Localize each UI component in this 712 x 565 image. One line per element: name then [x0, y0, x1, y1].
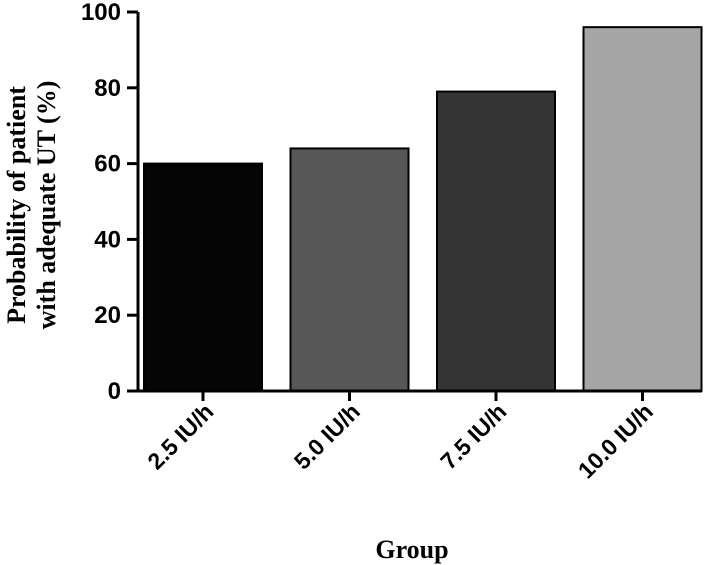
y-tick-label: 100	[81, 0, 121, 26]
y-axis-title-line-2: with adequate UT (%)	[32, 81, 61, 330]
y-axis-title-line-1: Probability of patient	[2, 86, 31, 324]
x-axis-title: Group	[375, 535, 448, 564]
x-tick-label: 2.5 IU/h	[142, 398, 218, 474]
axes	[136, 12, 702, 393]
x-tick-label: 5.0 IU/h	[289, 398, 365, 474]
y-tick-label: 0	[108, 378, 121, 405]
labels: Probability of patient with adequate UT …	[2, 81, 449, 564]
bars	[143, 26, 703, 392]
x-tick-label: 7.5 IU/h	[435, 398, 511, 474]
y-tick-label: 20	[94, 302, 121, 329]
bar	[143, 162, 263, 392]
x-tick-label: 10.0 IU/h	[573, 398, 658, 483]
y-tick-label: 40	[94, 226, 121, 253]
bar	[289, 147, 410, 392]
y-tick-label: 60	[94, 151, 121, 178]
bar	[582, 26, 703, 392]
y-tick-label: 80	[94, 75, 121, 102]
bar	[436, 90, 556, 392]
